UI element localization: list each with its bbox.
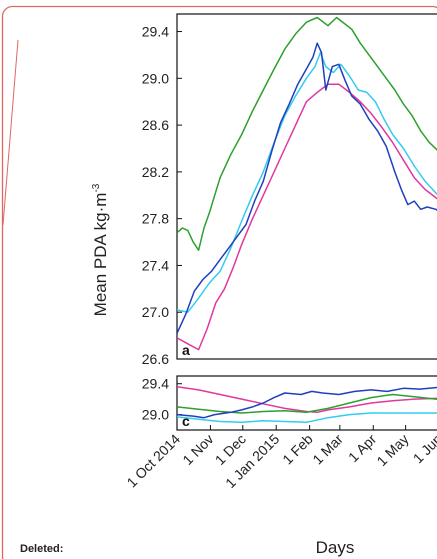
series-line-4: [177, 386, 437, 419]
x-tick-label: 1 Mar: [309, 431, 346, 468]
plot-frame-c: [176, 375, 437, 431]
y-tick-label: 29.0: [142, 407, 169, 423]
series-line-4: [177, 42, 437, 334]
y-tick-label: 29.0: [142, 70, 169, 86]
y-tick-label: 28.6: [142, 117, 169, 133]
series-line-2: [177, 393, 437, 414]
y-axis-title: Mean PDA kg·m-3: [91, 183, 110, 316]
series-line-3: [177, 83, 437, 351]
y-tick-label: 27.0: [142, 304, 169, 320]
y-tick-label: 28.2: [142, 164, 169, 180]
plot-frame-a: [176, 13, 437, 360]
y-axis-title-superscript: -3: [91, 183, 102, 192]
x-tick-label: 1 Feb: [279, 431, 316, 468]
x-axis-title: Days: [316, 538, 355, 557]
x-tick-label: 1 Oct 2014: [123, 431, 183, 491]
panel-label-c: c: [182, 413, 190, 429]
x-tick-label: 1 Nov: [179, 431, 216, 468]
series-line-1: [177, 386, 437, 414]
x-tick-label: 1 Jun: [410, 431, 437, 467]
x-tick-label: 1 May: [373, 431, 411, 469]
panel-label-a: a: [182, 342, 190, 358]
series-line-2: [177, 51, 437, 313]
y-tick-label: 27.4: [142, 257, 169, 273]
y-axis-title-text: Mean PDA kg·m: [91, 193, 110, 317]
y-tick-label: 27.8: [142, 211, 169, 227]
series-line-3: [177, 412, 437, 424]
y-tick-label: 29.4: [142, 24, 169, 40]
deleted-annotation: Deleted:: [20, 543, 64, 555]
y-tick-label: 29.4: [142, 376, 169, 392]
series-line-1: [177, 16, 437, 251]
y-tick-label: 26.6: [142, 351, 169, 367]
